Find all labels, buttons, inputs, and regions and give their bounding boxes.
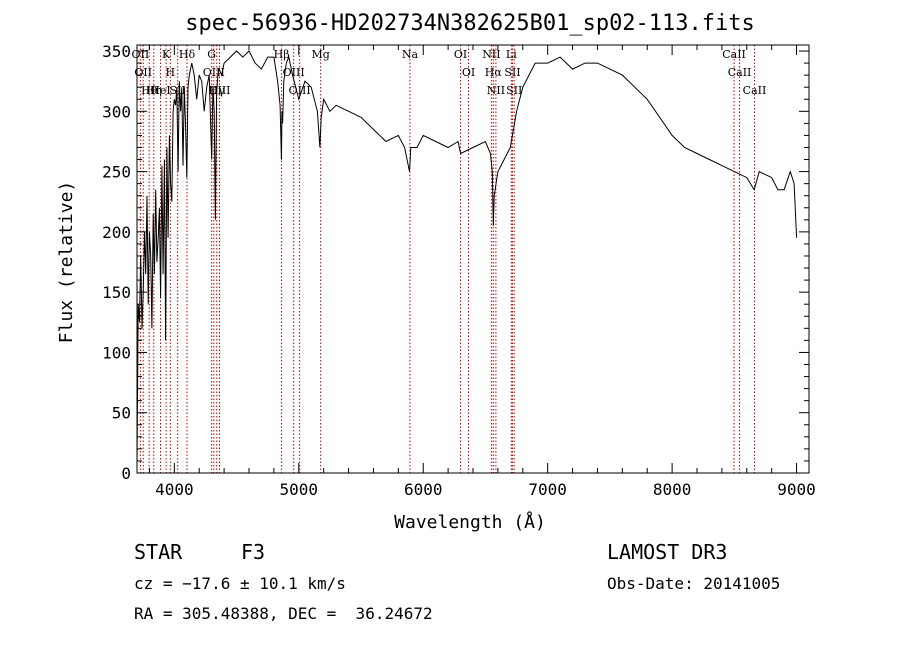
line-marker-label: NII (487, 84, 505, 97)
line-marker-label: OI (462, 66, 475, 79)
x-tick-label: 8000 (653, 480, 692, 499)
line-marker-label: NII (482, 48, 500, 61)
line-marker-label: Hη (146, 84, 162, 97)
spectral-subclass: F3 (241, 540, 266, 564)
x-tick-label: 9000 (777, 480, 816, 499)
y-axis-label: Flux (relative) (56, 181, 77, 344)
x-tick-label: 7000 (528, 480, 567, 499)
y-tick-label: 300 (102, 102, 131, 121)
line-marker-label: OIII (283, 66, 305, 79)
line-marker-label: HeI (150, 84, 170, 97)
y-tick-label: 250 (102, 163, 131, 182)
axis-ticks: 4000 5000 6000 7000 8000 9000 0 50 100 150 200 250 3… (102, 42, 816, 499)
line-marker-label: OIII (289, 84, 311, 97)
x-tick-label: 5000 (280, 480, 319, 499)
line-marker-label: Mg (312, 48, 330, 61)
line-marker-label: Hθ (141, 84, 158, 97)
line-marker-label: SII (506, 84, 522, 97)
line-marker-label: Li (506, 48, 517, 61)
y-tick-label: 200 (102, 223, 131, 242)
y-tick-label: 150 (102, 283, 131, 302)
y-tick-label: 0 (121, 464, 131, 483)
line-marker-label: CaII (743, 84, 767, 97)
plot-frame (136, 44, 810, 474)
coordinates: RA = 305.48388, DEC = 36.24672 (134, 604, 433, 623)
chart-title: spec-56936-HD202734N382625B01_sp02-113.f… (185, 11, 755, 36)
y-tick-label: 100 (102, 343, 131, 362)
line-marker-label: OIII (208, 84, 230, 97)
line-marker-label: Na (402, 48, 419, 61)
line-marker-label: K (162, 48, 171, 61)
line-marker-label: SII (504, 66, 520, 79)
y-tick-label: 50 (112, 404, 131, 423)
line-marker-label: CaII (728, 66, 752, 79)
line-marker-label: OI (454, 48, 467, 61)
line-marker-label: G (207, 48, 216, 61)
line-marker-label: OII (132, 48, 150, 61)
y-tick-label: 350 (102, 42, 131, 61)
line-marker-label: Hδ (179, 48, 196, 61)
observation-date: Obs-Date: 20141005 (607, 574, 781, 593)
x-axis-label: Wavelength (Å) (394, 511, 546, 533)
object-class: STAR (134, 540, 183, 564)
x-tick-label: 6000 (404, 480, 443, 499)
spectrum-series-line (136, 50, 798, 468)
x-tick-label: 4000 (155, 480, 194, 499)
line-markers (139, 45, 755, 473)
line-marker-label: SII (170, 84, 186, 97)
line-marker-label: Hα (485, 66, 503, 79)
line-marker-label: OII (134, 66, 152, 79)
line-marker-label: Hβ (274, 48, 290, 61)
survey-name: LAMOST DR3 (607, 540, 728, 564)
line-marker-label: H (166, 66, 176, 79)
line-marker-label: OIII (203, 66, 225, 79)
line-marker-label: CaII (722, 48, 746, 61)
redshift-value: cz = −17.6 ± 10.1 km/s (134, 574, 346, 593)
